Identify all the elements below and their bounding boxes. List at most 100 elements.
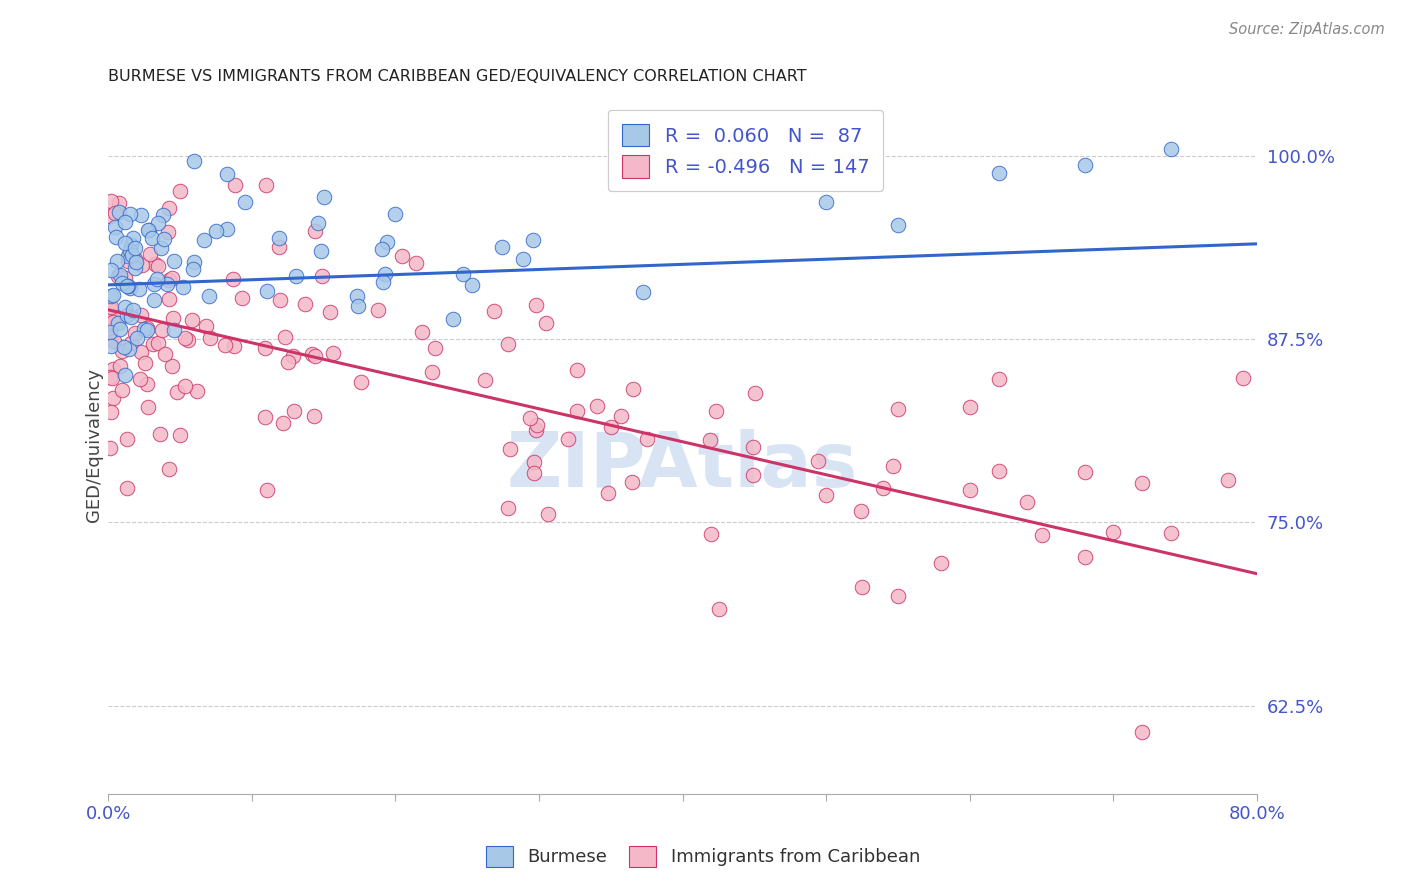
Point [98,309,121,323]
Point [411,326,433,340]
Point [157,273,180,287]
Point [1017,495,1039,509]
Point [143,257,166,271]
Point [105,253,128,268]
Point [371,275,394,289]
Point [101,319,124,334]
Point [311,269,333,284]
Point [114,235,136,250]
Point [273,416,295,430]
Point [149,427,172,442]
Y-axis label: GED/Equivalency: GED/Equivalency [86,368,103,523]
Point [231,291,253,305]
Point [111,277,134,291]
Point [373,268,395,282]
Point [256,483,278,497]
Point [172,279,194,293]
Point [194,318,217,333]
Point [222,339,245,353]
Point [121,248,143,262]
Point [987,166,1010,180]
Point [108,322,131,336]
Point [111,383,134,397]
Point [482,304,505,318]
Point [117,249,139,263]
Point [98,331,121,345]
Point [145,271,167,285]
Point [1232,371,1254,385]
Point [524,298,547,312]
Point [100,263,122,277]
Point [174,379,197,393]
Point [277,354,299,368]
Point [322,346,344,360]
Point [100,194,122,208]
Point [304,224,326,238]
Point [887,589,910,603]
Point [610,409,633,423]
Point [118,343,141,357]
Point [169,185,191,199]
Point [987,464,1010,478]
Point [114,271,136,285]
Point [120,281,142,295]
Point [111,343,134,358]
Point [304,409,326,423]
Point [959,401,981,415]
Point [1130,476,1153,491]
Point [114,300,136,314]
Point [700,527,723,541]
Point [453,268,475,282]
Point [301,347,323,361]
Point [742,440,765,454]
Point [256,285,278,299]
Point [129,207,152,221]
Point [215,221,238,235]
Point [567,363,589,377]
Point [149,241,172,255]
Point [110,268,132,283]
Point [98,441,121,455]
Point [586,399,609,413]
Point [224,178,246,193]
Point [136,401,159,415]
Point [101,362,124,376]
Point [314,189,336,203]
Point [117,481,139,495]
Point [253,409,276,424]
Point [117,308,139,322]
Point [122,231,145,245]
Point [222,271,245,285]
Point [142,337,165,351]
Point [104,206,127,220]
Point [537,507,560,521]
Point [375,235,398,249]
Point [1160,141,1182,155]
Point [107,196,129,211]
Point [98,370,121,384]
Point [1102,524,1125,539]
Point [598,486,620,500]
Point [254,178,277,193]
Point [118,244,141,258]
Point [107,268,129,283]
Point [120,237,142,252]
Point [405,255,427,269]
Point [621,382,644,396]
Point [157,292,180,306]
Point [281,349,304,363]
Point [269,231,291,245]
Point [101,391,124,405]
Point [205,224,228,238]
Point [104,219,127,234]
Point [162,254,184,268]
Point [136,376,159,391]
Point [105,229,128,244]
Legend: Burmese, Immigrants from Caribbean: Burmese, Immigrants from Caribbean [479,838,927,874]
Point [117,279,139,293]
Text: BURMESE VS IMMIGRANTS FROM CARIBBEAN GED/EQUIVALENCY CORRELATION CHART: BURMESE VS IMMIGRANTS FROM CARIBBEAN GED… [108,69,807,84]
Point [100,289,122,303]
Point [107,316,129,330]
Point [987,371,1010,385]
Point [115,432,138,446]
